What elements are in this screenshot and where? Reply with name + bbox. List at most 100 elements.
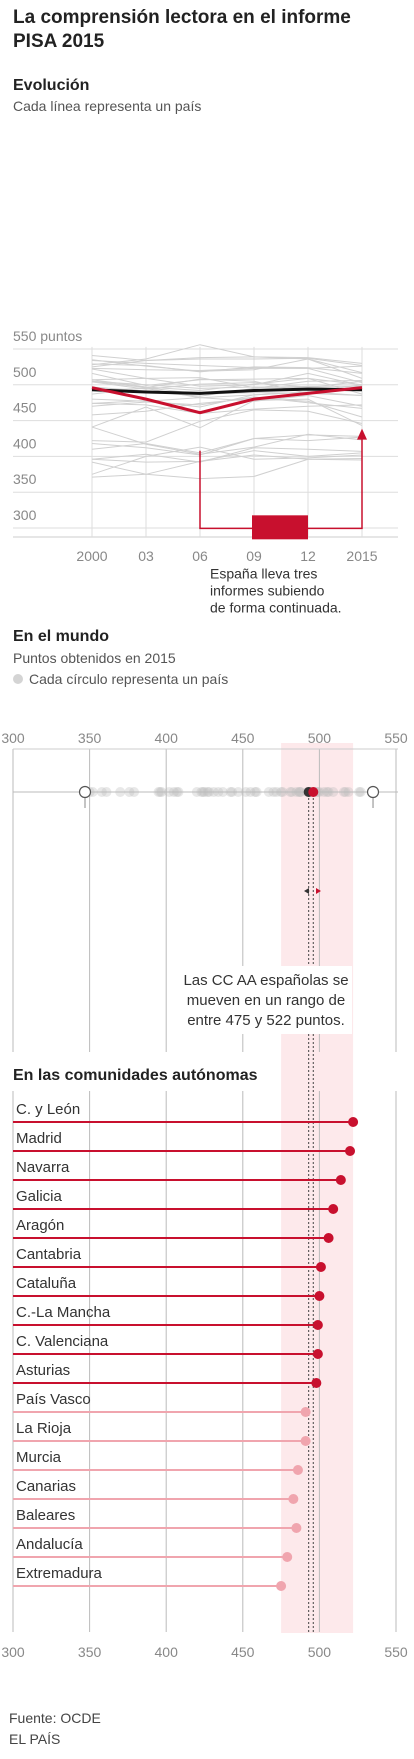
country-point xyxy=(202,787,213,797)
x-tick-label: 2000 xyxy=(76,548,107,564)
country-point xyxy=(197,787,208,797)
y-tick-label: 450 xyxy=(13,400,37,416)
country-point xyxy=(328,787,339,797)
evolution-note-line: España lleva tres xyxy=(210,565,317,581)
country-point xyxy=(355,787,366,797)
country-series-line xyxy=(91,357,363,368)
regions-x-tick-label: 500 xyxy=(308,1644,332,1660)
country-point xyxy=(199,787,210,797)
country-point xyxy=(296,787,307,797)
region-point xyxy=(282,1552,293,1562)
country-point xyxy=(156,787,167,797)
country-point xyxy=(129,787,140,797)
region-label: Madrid xyxy=(16,1130,62,1147)
country-point xyxy=(271,787,282,797)
country-series-line xyxy=(91,368,363,387)
region-point xyxy=(312,1320,323,1330)
change-badge xyxy=(252,515,308,540)
right-arrow-icon xyxy=(316,888,321,894)
region-label: Extremadura xyxy=(16,1565,103,1582)
world-heading: En el mundo xyxy=(13,628,109,645)
country-series-line xyxy=(91,367,363,384)
ccaa-note-line: entre 475 y 522 puntos. xyxy=(187,1012,345,1029)
region-point xyxy=(291,1523,302,1533)
regions-x-tick-label: 300 xyxy=(1,1644,25,1660)
publisher-line: EL PAÍS xyxy=(9,1731,61,1747)
min-country-point xyxy=(78,785,92,799)
evolution-note-line: informes subiendo xyxy=(210,582,325,598)
country-point xyxy=(233,787,244,797)
country-point xyxy=(277,787,288,797)
country-point xyxy=(251,787,262,797)
region-point xyxy=(312,1349,323,1359)
country-point xyxy=(294,787,305,797)
y-tick-label: 350 xyxy=(13,471,37,487)
world-x-tick-label: 550 xyxy=(384,730,408,746)
country-point xyxy=(240,787,251,797)
country-series-line xyxy=(91,395,363,407)
country-point xyxy=(318,787,329,797)
ccaa-note-line: Las CC AA españolas se xyxy=(183,972,348,989)
region-point xyxy=(276,1581,287,1591)
country-point xyxy=(217,787,228,797)
country-point xyxy=(250,787,261,797)
region-point xyxy=(328,1204,339,1214)
country-series-line xyxy=(91,398,363,429)
country-point xyxy=(322,787,333,797)
country-point xyxy=(153,787,164,797)
region-point xyxy=(300,1407,311,1417)
world-x-tick-label: 350 xyxy=(78,730,102,746)
country-point xyxy=(204,787,215,797)
country-series-line xyxy=(91,458,363,480)
region-point xyxy=(345,1146,356,1156)
max-country-point xyxy=(366,785,380,799)
evolution-note-line: de forma continuada. xyxy=(210,599,342,615)
country-series-line xyxy=(91,381,363,390)
x-tick-label: 03 xyxy=(138,548,154,564)
region-label: Cataluña xyxy=(16,1275,77,1292)
regions-x-tick-label: 550 xyxy=(384,1644,408,1660)
evolution-subtitle: Cada línea representa un país xyxy=(13,98,202,114)
country-series-line xyxy=(91,426,363,455)
country-point xyxy=(323,787,334,797)
evolution-line-chart: 300 350 400 450 500 550 puntos 2000 03 06 09 12 201… xyxy=(13,328,398,615)
y-tick-label: 300 xyxy=(13,507,37,523)
country-point xyxy=(155,787,166,797)
x-tick-label: 06 xyxy=(192,548,208,564)
region-point xyxy=(348,1117,359,1127)
country-point xyxy=(225,787,236,797)
country-point xyxy=(340,787,351,797)
country-series-line xyxy=(91,446,363,475)
spain-point xyxy=(308,787,319,797)
world-x-tick-label: 400 xyxy=(155,730,179,746)
world-legend-text: Cada círculo representa un país xyxy=(29,671,229,687)
page-title: La comprensión lectora en el informe PIS… xyxy=(13,7,351,52)
country-point xyxy=(245,787,256,797)
country-point xyxy=(196,787,207,797)
change-arrow-icon xyxy=(357,428,367,440)
region-label: Aragón xyxy=(16,1217,64,1234)
country-series-line xyxy=(91,402,363,414)
country-point xyxy=(354,787,365,797)
country-point xyxy=(171,787,182,797)
x-tick-label: 09 xyxy=(246,548,262,564)
region-point xyxy=(323,1233,334,1243)
country-point xyxy=(338,787,349,797)
y-tick-label: 400 xyxy=(13,435,37,451)
regions-x-tick-label: 400 xyxy=(155,1644,179,1660)
world-x-tick-label: 300 xyxy=(1,730,25,746)
region-point xyxy=(292,1465,303,1475)
ocde-series-line xyxy=(91,387,363,395)
region-label: Canarias xyxy=(16,1478,76,1495)
region-point xyxy=(335,1175,346,1185)
region-point xyxy=(314,1291,325,1301)
world-and-regions-chart: 300 350 400 450 500 550 Las CC AA españolas se… xyxy=(1,730,408,1660)
country-point xyxy=(227,787,238,797)
region-label: Cantabria xyxy=(16,1246,82,1263)
region-label: C. y León xyxy=(16,1101,80,1118)
region-label: Galicia xyxy=(16,1188,63,1205)
region-label: Baleares xyxy=(16,1507,75,1524)
y-tick-label: 500 xyxy=(13,364,37,380)
y-tick-label: 550 puntos xyxy=(13,328,82,344)
country-point xyxy=(294,787,305,797)
